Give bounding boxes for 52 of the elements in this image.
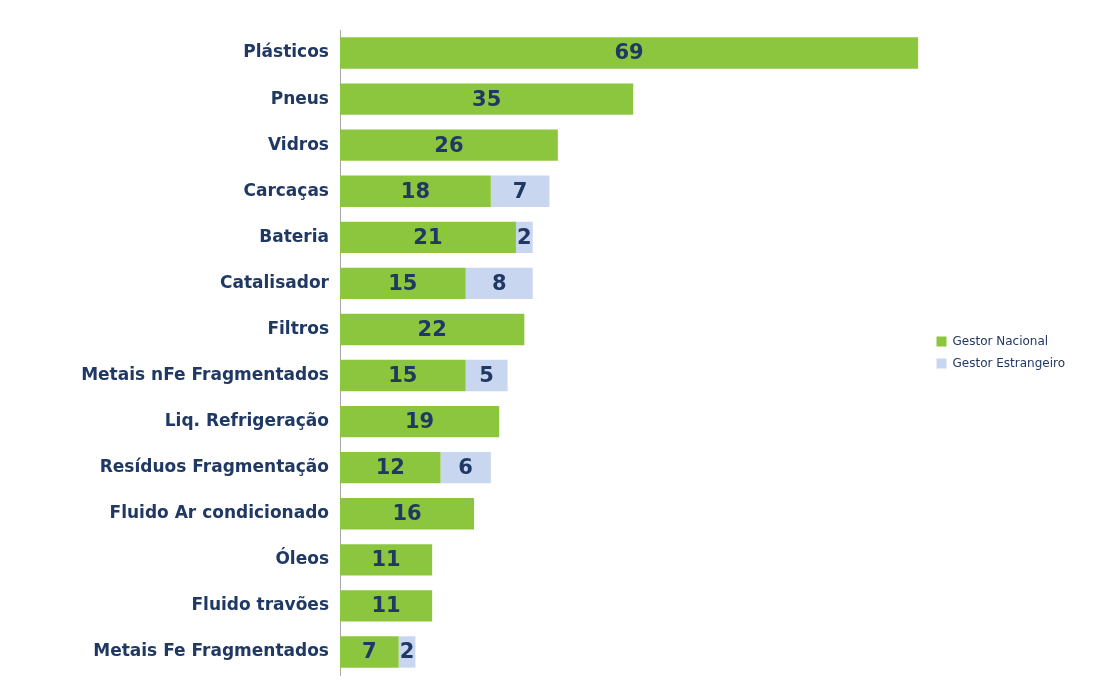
data-label: 7 bbox=[512, 178, 528, 203]
y-tick-label: Óleos bbox=[275, 547, 329, 569]
data-label: 8 bbox=[491, 270, 507, 295]
bar bbox=[340, 313, 525, 346]
bar bbox=[340, 175, 491, 207]
data-label: 26 bbox=[434, 132, 464, 157]
bar bbox=[340, 636, 399, 668]
y-tick-label: Fluido Ar condicionado bbox=[109, 502, 329, 523]
y-tick-label: Resíduos Fragmentação bbox=[99, 456, 329, 477]
data-label: 2 bbox=[399, 639, 415, 664]
bar bbox=[340, 452, 441, 484]
data-label: 11 bbox=[371, 593, 401, 618]
data-label: 18 bbox=[400, 178, 431, 203]
bar bbox=[340, 83, 634, 115]
y-tick-label: Plásticos bbox=[243, 41, 329, 62]
data-label: 5 bbox=[479, 362, 494, 387]
data-label: 12 bbox=[375, 455, 405, 480]
data-label: 35 bbox=[472, 86, 502, 111]
data-label: 15 bbox=[388, 270, 418, 295]
bar bbox=[340, 37, 919, 69]
bar bbox=[465, 267, 533, 300]
data-label: 69 bbox=[614, 40, 644, 65]
bar bbox=[340, 498, 475, 530]
legend-label: Gestor Estrangeiro bbox=[952, 355, 1066, 370]
bar bbox=[340, 221, 516, 253]
data-label: 21 bbox=[413, 224, 443, 249]
bar bbox=[340, 267, 466, 300]
y-tick-label: Metais nFe Fragmentados bbox=[81, 363, 329, 384]
y-tick-label: Vidros bbox=[267, 133, 329, 154]
data-label: 2 bbox=[517, 224, 532, 249]
y-tick-label: Pneus bbox=[270, 87, 329, 108]
legend-label: Gestor Nacional bbox=[952, 333, 1049, 348]
bar bbox=[340, 359, 466, 392]
y-tick-label: Catalisador bbox=[219, 271, 330, 292]
bar bbox=[340, 590, 433, 622]
data-label: 22 bbox=[417, 316, 447, 341]
y-tick-label: Carcaças bbox=[243, 179, 329, 200]
data-label: 11 bbox=[371, 547, 401, 572]
bar bbox=[340, 129, 558, 161]
y-tick-label: Filtros bbox=[267, 317, 329, 338]
bar bbox=[340, 544, 433, 576]
y-tick-label: Bateria bbox=[259, 225, 329, 246]
y-tick-label: Fluido travões bbox=[191, 594, 329, 615]
data-label: 7 bbox=[362, 639, 377, 664]
data-label: 6 bbox=[458, 455, 473, 480]
bar bbox=[340, 405, 500, 438]
data-label: 16 bbox=[392, 501, 422, 526]
bar bbox=[490, 175, 550, 207]
y-tick-label: Liq. Refrigeração bbox=[164, 410, 329, 431]
y-tick-label: Metais Fe Fragmentados bbox=[93, 640, 329, 661]
data-label: 19 bbox=[404, 409, 435, 434]
data-label: 15 bbox=[388, 362, 418, 387]
